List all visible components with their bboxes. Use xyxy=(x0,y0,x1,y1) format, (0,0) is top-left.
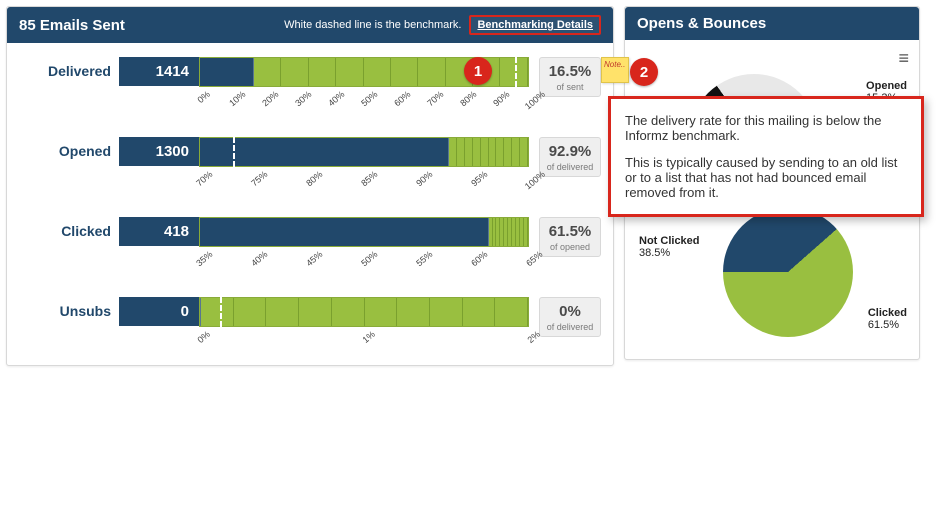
emails-sent-panel: 85 Emails Sent White dashed line is the … xyxy=(6,6,614,366)
pie-label-clicked: Clicked 61.5% xyxy=(868,307,907,331)
panel-title: 85 Emails Sent xyxy=(19,17,125,34)
opens-bounces-header: Opens & Bounces xyxy=(625,7,919,40)
axis: 0%1%2% xyxy=(199,329,529,349)
pct-box[interactable]: 92.9% of delivered xyxy=(539,137,601,177)
pct-sublabel: of delivered xyxy=(544,162,596,172)
benchmark-line xyxy=(233,137,235,167)
metric-label: Clicked xyxy=(19,217,119,239)
clicks-pie xyxy=(723,207,853,337)
benchmark-tooltip: The delivery rate for this mailing is be… xyxy=(608,96,924,217)
pct-value: 61.5% xyxy=(544,223,596,240)
axis: 0%10%20%30%40%50%60%70%80%90%100% xyxy=(199,89,529,109)
pct-box[interactable]: 61.5% of opened xyxy=(539,217,601,257)
metric-row: Unsubs00%1%2% 0% of delivered xyxy=(19,297,601,337)
pct-sublabel: of sent xyxy=(544,82,596,92)
pct-value: 16.5% xyxy=(544,63,596,80)
pct-value: 0% xyxy=(544,303,596,320)
callout-badge-2: 2 xyxy=(630,58,658,86)
metric-count[interactable]: 418 xyxy=(119,217,199,246)
menu-icon[interactable]: ≡ xyxy=(898,48,909,69)
callout-badge-1: 1 xyxy=(464,57,492,85)
pie-label-not-clicked: Not Clicked 38.5% xyxy=(639,235,700,259)
pct-sublabel: of delivered xyxy=(544,322,596,332)
metric-bar: 35%40%45%50%55%60%65% xyxy=(199,217,529,247)
metric-bar: 70%75%80%85%90%95%100% xyxy=(199,137,529,167)
pct-box[interactable]: 16.5% of sent xyxy=(539,57,601,97)
metric-bar: 0%1%2% xyxy=(199,297,529,327)
benchmark-line xyxy=(515,57,517,87)
pct-sublabel: of opened xyxy=(544,242,596,252)
pct-value: 92.9% xyxy=(544,143,596,160)
tooltip-line: The delivery rate for this mailing is be… xyxy=(625,113,907,143)
emails-sent-header: 85 Emails Sent White dashed line is the … xyxy=(7,7,613,43)
axis: 70%75%80%85%90%95%100% xyxy=(199,169,529,189)
metric-row: Delivered14140%10%20%30%40%50%60%70%80%9… xyxy=(19,57,601,97)
axis: 35%40%45%50%55%60%65% xyxy=(199,249,529,269)
metric-count[interactable]: 1414 xyxy=(119,57,199,86)
panel-title: Opens & Bounces xyxy=(637,15,766,32)
benchmarking-details-link[interactable]: Benchmarking Details xyxy=(469,15,601,35)
metric-row: Opened130070%75%80%85%90%95%100% 92.9% of … xyxy=(19,137,601,177)
benchmark-note: White dashed line is the benchmark. xyxy=(284,19,461,31)
metric-label: Unsubs xyxy=(19,297,119,319)
metric-label: Delivered xyxy=(19,57,119,79)
metric-count[interactable]: 0 xyxy=(119,297,199,326)
metrics-body: Delivered14140%10%20%30%40%50%60%70%80%9… xyxy=(7,43,613,365)
pct-box[interactable]: 0% of delivered xyxy=(539,297,601,337)
metric-label: Opened xyxy=(19,137,119,159)
tooltip-line: This is typically caused by sending to a… xyxy=(625,155,907,200)
metric-row: Clicked41835%40%45%50%55%60%65% 61.5% of o… xyxy=(19,217,601,257)
benchmark-line xyxy=(220,297,222,327)
metric-count[interactable]: 1300 xyxy=(119,137,199,166)
